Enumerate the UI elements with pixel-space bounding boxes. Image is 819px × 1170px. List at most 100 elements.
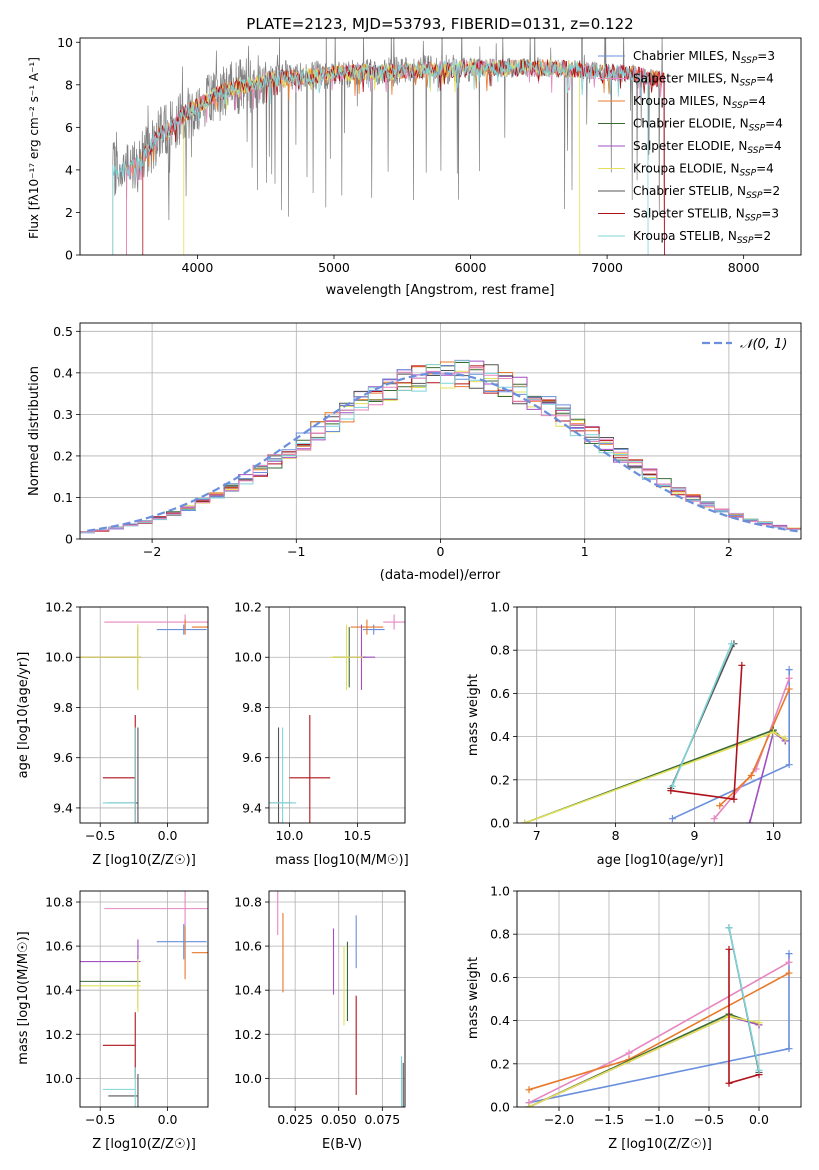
age-weight-marker <box>521 819 529 823</box>
y-tick-label: 9.8 <box>53 700 73 715</box>
x-tick-label: 7 <box>533 828 541 843</box>
x-tick-label: 9 <box>691 828 699 843</box>
legend-text: Kroupa ELODIE, N <box>633 162 740 176</box>
y-tick-label: 10.8 <box>45 895 73 910</box>
legend-text: Chabrier STELIB, N <box>633 184 746 198</box>
data-layer <box>525 924 793 1107</box>
legend-entry: Kroupa MILES, NSSP=4 <box>633 94 766 111</box>
x-tick-label: 0.025 <box>277 1112 313 1127</box>
mass-age-panel: 10.0 10.5 9.4 9.6 9.8 10.0 10.2 mass [log10(M/… <box>234 600 409 869</box>
age-weight-ylabel: mass weight <box>466 674 481 756</box>
z-weight-marker <box>785 969 793 977</box>
z-weight-marker <box>525 1086 533 1094</box>
y-tick-label: 0.4 <box>53 365 73 380</box>
x-tick-label: 10.5 <box>343 828 371 843</box>
y-tick-label: 10.4 <box>45 983 73 998</box>
legend-subscript: SSP <box>749 124 766 134</box>
model-spectrum <box>126 59 665 255</box>
z-age-ylabel: age [log10(age/yr)] <box>16 652 31 779</box>
y-tick-label: 0.1 <box>53 490 73 505</box>
y-tick-label: 10.4 <box>234 983 262 998</box>
x-tick-label: 8000 <box>728 260 760 275</box>
age-weight-line <box>524 731 786 823</box>
x-tick-label: 0 <box>437 544 445 559</box>
axes-frame <box>79 322 802 540</box>
z-weight-marker <box>725 945 733 953</box>
age-weight-marker <box>730 795 738 803</box>
legend-text: =4 <box>756 72 774 86</box>
grid-layer <box>269 606 405 823</box>
y-tick-label: 10.8 <box>234 895 262 910</box>
spectrum-xlabel: wavelength [Angstrom, rest frame] <box>326 283 555 298</box>
x-tick-label: 10.0 <box>275 828 303 843</box>
x-tick-label: 0.0 <box>158 1112 178 1127</box>
y-tick-label: 10.6 <box>45 939 73 954</box>
legend-text: =3 <box>757 49 775 63</box>
y-tick-label: 0.2 <box>490 1056 510 1071</box>
axes-frame <box>79 890 209 1108</box>
legend-subscript: SSP <box>740 169 757 179</box>
y-tick-label: 6 <box>65 120 73 135</box>
y-tick-label: 0.5 <box>53 324 73 339</box>
legend-entry: Chabrier ELODIE, NSSP=4 <box>633 117 783 134</box>
model-spectrum <box>112 59 649 255</box>
age-weight-marker <box>667 787 675 795</box>
grid-layer <box>269 891 405 1107</box>
z-age-xlabel: Z [log10(Z/Z☉)] <box>92 853 196 868</box>
age-weight-line <box>670 665 743 801</box>
age-weight-panel: 7 8 9 10 0.0 0.2 0.4 0.6 0.8 1.0 age [log10(age/y… <box>466 600 802 868</box>
z-weight-ylabel: mass weight <box>466 957 481 1039</box>
z-weight-marker <box>785 958 793 966</box>
z-weight-line <box>528 1013 760 1107</box>
age-weight-xlabel: age [log10(age/yr)] <box>597 853 724 868</box>
figure-title: PLATE=2123, MJD=53793, FIBERID=0131, z=0… <box>246 15 633 33</box>
data-layer <box>521 640 793 823</box>
age-weight-marker <box>785 666 793 674</box>
legend-text: Chabrier ELODIE, N <box>633 117 749 131</box>
z-weight-marker <box>725 924 733 932</box>
x-tick-label: 1 <box>581 544 589 559</box>
legend-text: Chabrier MILES, N <box>633 49 741 63</box>
y-tick-label: 10.0 <box>234 650 262 665</box>
y-tick-label: 0 <box>65 248 73 263</box>
z-mass-xlabel: Z [log10(Z/Z☉)] <box>92 1137 196 1152</box>
model-spectrum <box>183 58 581 255</box>
age-weight-marker <box>785 674 793 682</box>
spectrum-panel: 4000 5000 6000 7000 8000 0 2 4 6 8 10 Chabrier MILE… <box>27 35 802 298</box>
ebv-mass-xlabel: E(B-V) <box>322 1137 362 1152</box>
z-weight-xlabel: Z [log10(Z/Z☉)] <box>608 1137 712 1152</box>
legend-subscript: SSP <box>732 101 749 111</box>
x-tick-label: −2.0 <box>544 1112 574 1127</box>
x-tick-label: 8 <box>612 828 620 843</box>
axes-frame <box>516 890 802 1108</box>
y-tick-label: 0.4 <box>490 729 510 744</box>
residual-histogram <box>80 367 801 533</box>
age-weight-marker <box>710 815 718 823</box>
legend-text: =4 <box>765 117 783 131</box>
x-tick-label: −1.0 <box>644 1112 674 1127</box>
y-tick-label: 2 <box>65 205 73 220</box>
data-layer <box>80 614 208 823</box>
x-tick-label: 0.050 <box>321 1112 357 1127</box>
residual-panel: −2 −1 0 1 2 0 0.1 0.2 0.3 0.4 0.5 𝒩(0, 1) (data-mod… <box>27 322 802 583</box>
legend-text: Salpeter ELODIE, N <box>633 139 747 153</box>
y-tick-label: 0.8 <box>490 643 510 658</box>
age-weight-marker <box>746 819 754 823</box>
y-tick-label: 10.2 <box>234 1027 262 1042</box>
y-tick-label: 0.6 <box>490 686 510 701</box>
x-tick-label: −0.5 <box>694 1112 724 1127</box>
age-weight-marker <box>785 685 793 693</box>
age-weight-marker <box>769 728 777 736</box>
y-tick-label: 10.2 <box>234 600 262 615</box>
legend-entry: Salpeter MILES, NSSP=4 <box>633 72 774 89</box>
x-tick-label: 6000 <box>455 260 487 275</box>
age-weight-marker <box>785 761 793 769</box>
y-tick-label: 0 <box>65 532 73 547</box>
legend-text: =2 <box>763 184 781 198</box>
z-weight-marker <box>755 1019 763 1027</box>
x-tick-label: −2 <box>143 544 161 559</box>
data-layer <box>277 891 404 1107</box>
y-tick-label: 9.8 <box>242 700 262 715</box>
y-tick-label: 9.6 <box>53 750 73 765</box>
